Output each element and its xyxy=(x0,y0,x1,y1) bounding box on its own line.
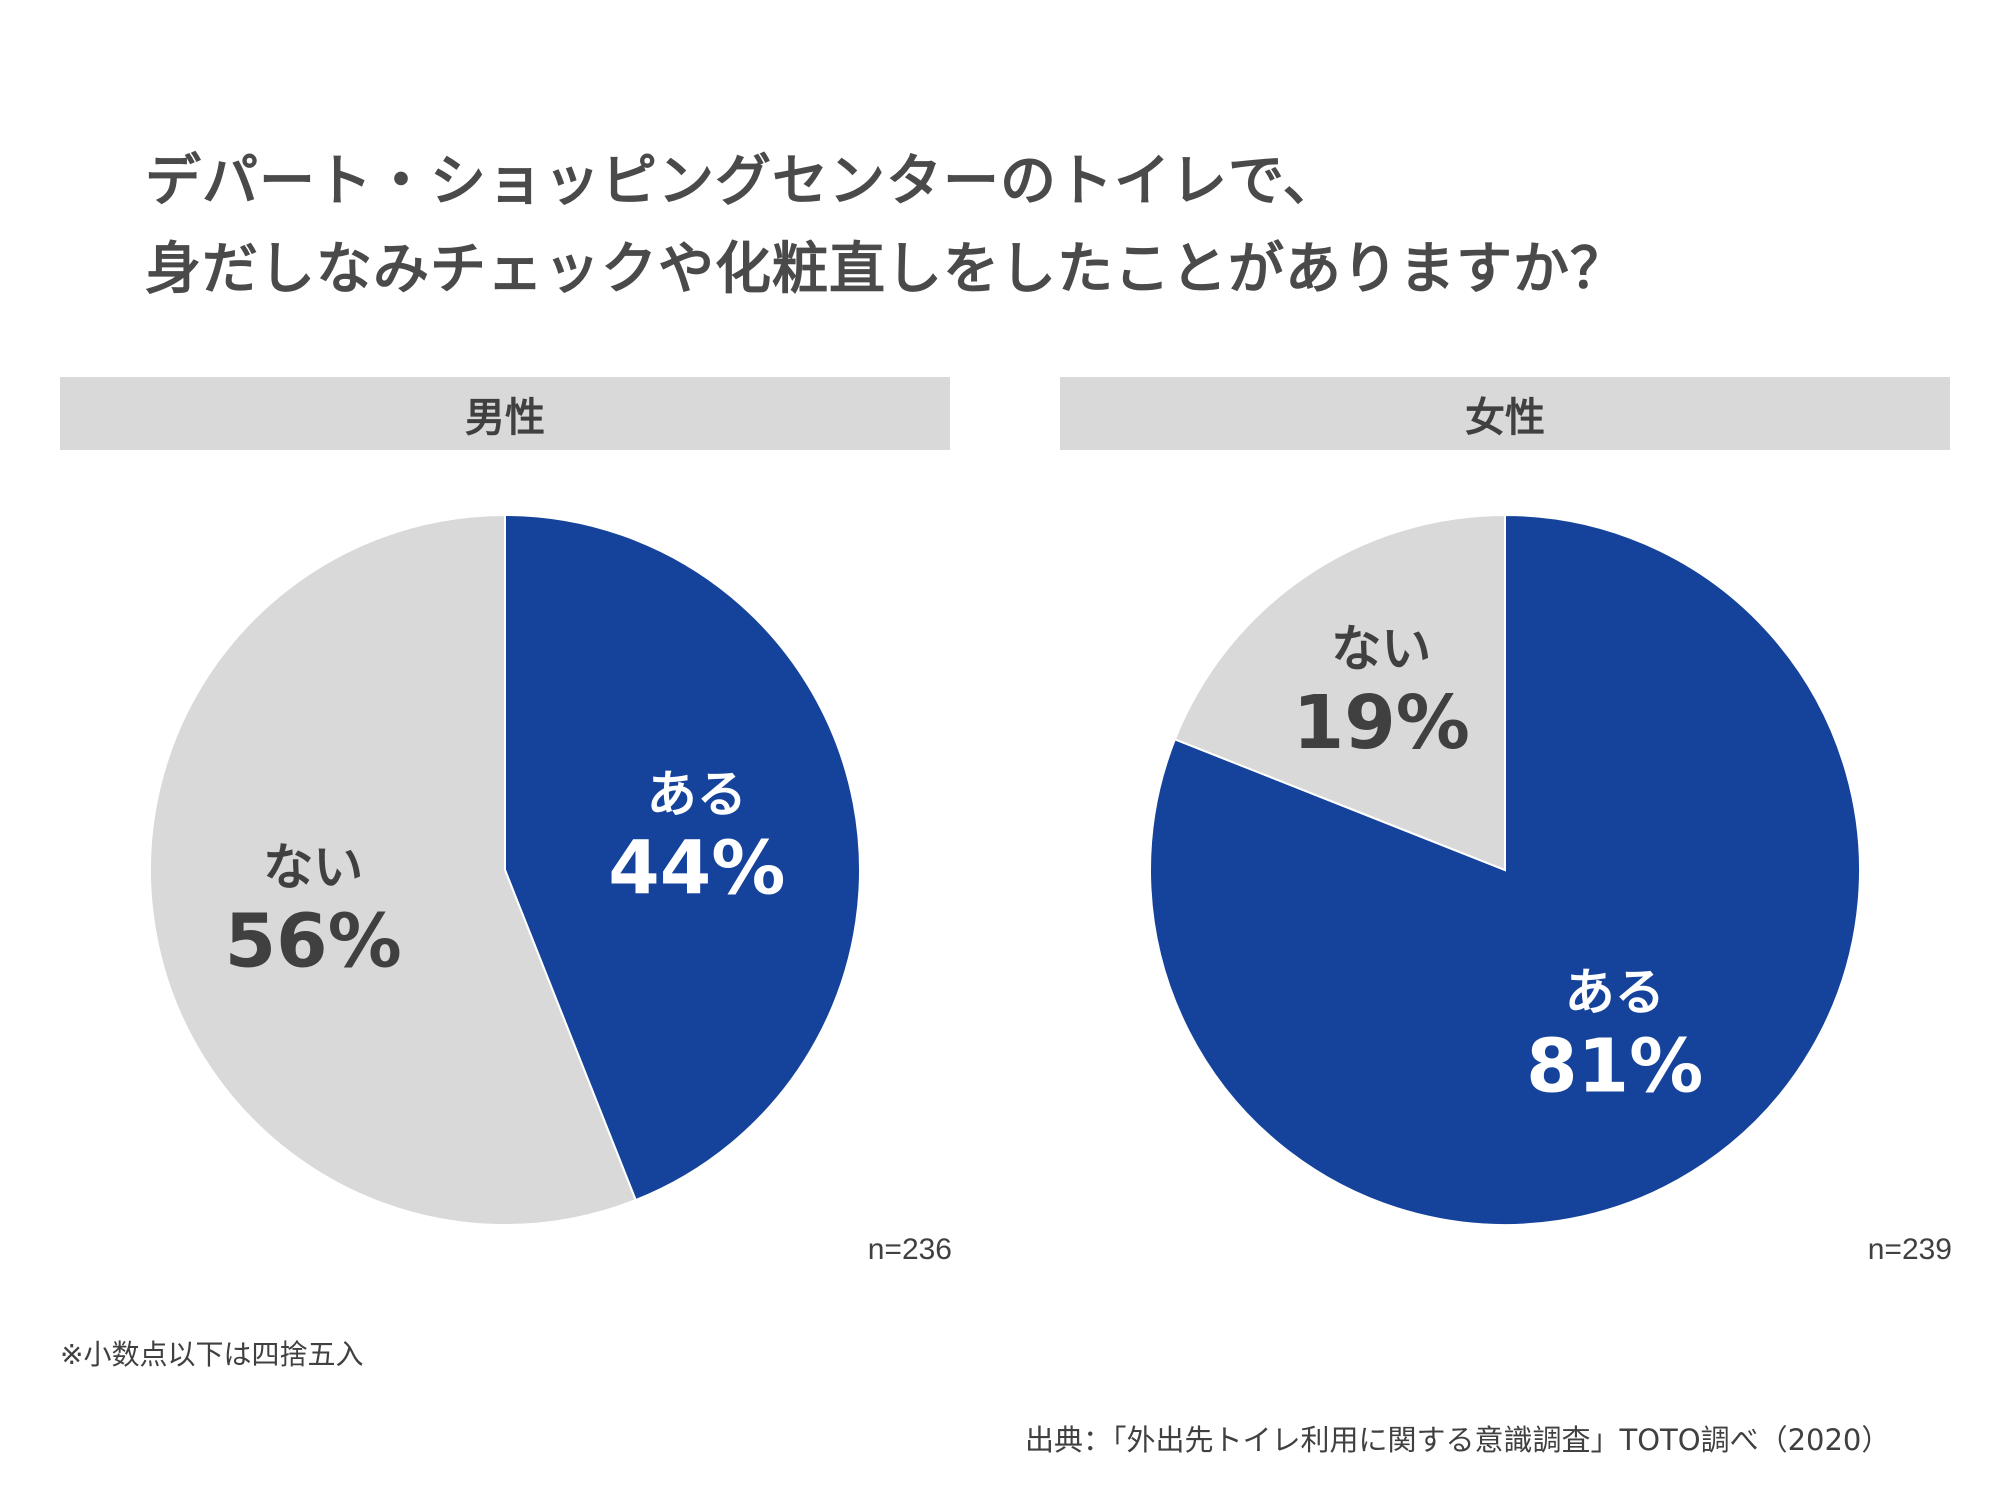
female-panel-header: 女性 xyxy=(1060,377,1950,450)
male-yes-percent-label: 44% xyxy=(608,825,785,911)
male-panel-header: 男性 xyxy=(60,377,950,450)
female-no-category-label: ない xyxy=(1331,620,1431,678)
rounding-note: ※小数点以下は四捨五入 xyxy=(60,1338,364,1371)
source-citation: 出典：「外出先トイレ利用に関する意識調査」TOTO調べ（2020） xyxy=(1025,1423,1891,1457)
female-yes-category-label: ある xyxy=(1565,963,1665,1021)
male-sample-size: n=236 xyxy=(867,1233,952,1266)
male-slice-no xyxy=(149,513,637,1226)
male-slice-yes xyxy=(504,513,861,1202)
female-slice-no xyxy=(1173,513,1506,872)
male-yes-category-label: ある xyxy=(647,765,747,823)
male-no-percent-label: 56% xyxy=(225,899,402,985)
female-no-percent-label: 19% xyxy=(1293,680,1470,766)
female-sample-size: n=239 xyxy=(1867,1233,1952,1266)
chart-title-line-1: デパート・ショッピングセンターのトイレで、 xyxy=(145,149,1340,214)
chart-title-line-2: 身だしなみチェックや化粧直しをしたことがありますか？ xyxy=(145,237,1627,302)
female-yes-percent-label: 81% xyxy=(1526,1023,1703,1109)
male-no-category-label: ない xyxy=(263,839,363,897)
chart-title: デパート・ショッピングセンターのトイレで、 身だしなみチェックや化粧直しをしたこ… xyxy=(145,138,1905,314)
